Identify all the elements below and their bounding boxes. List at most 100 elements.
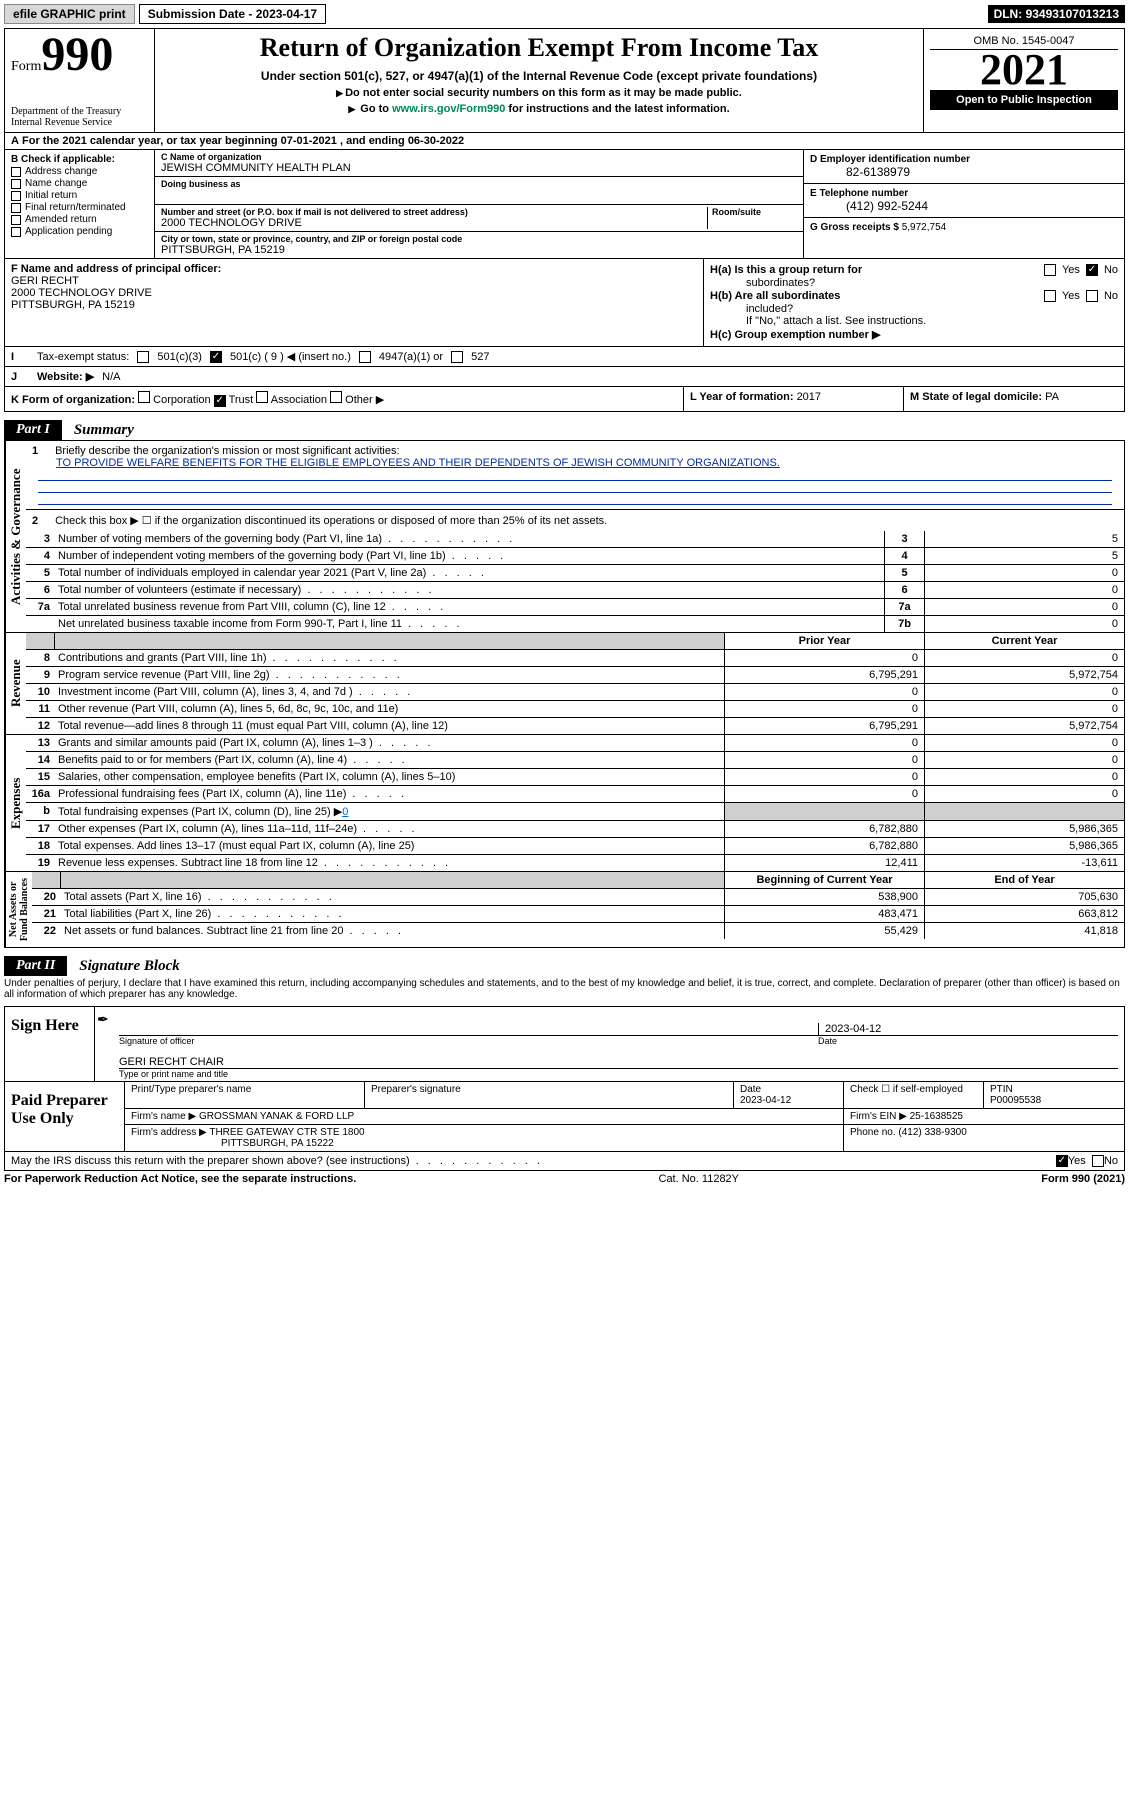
line-15-num: 15 [26, 769, 54, 785]
label-address-change: Address change [25, 166, 97, 177]
checkbox-trust[interactable]: ✓ [214, 395, 226, 407]
line-3-box: 3 [884, 531, 924, 547]
line-7b-num [26, 616, 54, 632]
dln-label: DLN: [994, 7, 1026, 21]
line-9-text: Program service revenue (Part VIII, line… [54, 667, 724, 683]
line-21-prior: 483,471 [724, 906, 924, 922]
line-10-num: 10 [26, 684, 54, 700]
street-label: Number and street (or P.O. box if mail i… [161, 207, 707, 217]
form-subtitle-1: Under section 501(c), 527, or 4947(a)(1)… [161, 69, 917, 83]
ha-label: H(a) Is this a group return for [710, 264, 862, 276]
may-yes: Yes [1068, 1155, 1086, 1167]
part-ii-tag: Part II [4, 956, 67, 976]
dln-value: 93493107013213 [1026, 7, 1119, 21]
head-current-year: Current Year [924, 633, 1124, 649]
label-trust: Trust [229, 394, 254, 406]
checkbox-ha-yes[interactable] [1044, 264, 1056, 276]
firm-ein-label: Firm's EIN ▶ [850, 1111, 907, 1122]
line-18-prior: 6,782,880 [724, 838, 924, 854]
form-title: Return of Organization Exempt From Incom… [161, 33, 917, 63]
line-16b-value[interactable]: 0 [342, 806, 348, 818]
label-initial-return: Initial return [25, 190, 77, 201]
label-other: Other ▶ [345, 394, 384, 406]
line-4-value: 5 [924, 548, 1124, 564]
checkbox-501c[interactable]: ✓ [210, 351, 222, 363]
paid-preparer-table: Print/Type preparer's name Preparer's si… [125, 1082, 1124, 1151]
line-22-text: Net assets or fund balances. Subtract li… [60, 923, 724, 939]
checkbox-name-change[interactable] [11, 179, 21, 189]
row-a-end: 06-30-2022 [408, 135, 464, 147]
checkbox-corporation[interactable] [138, 391, 150, 403]
hb-yes: Yes [1062, 290, 1080, 302]
head-end-year: End of Year [924, 872, 1124, 888]
line-16a-text: Professional fundraising fees (Part IX, … [54, 786, 724, 802]
checkbox-may-yes[interactable]: ✓ [1056, 1155, 1068, 1167]
checkbox-other[interactable] [330, 391, 342, 403]
line-21-curr: 663,812 [924, 906, 1124, 922]
m-value: PA [1045, 391, 1059, 403]
line-7a-num: 7a [26, 599, 54, 615]
line-7a-box: 7a [884, 599, 924, 615]
row-a-prefix: A [11, 135, 19, 147]
checkbox-application-pending[interactable] [11, 227, 21, 237]
part-i-title: Summary [62, 422, 134, 439]
firm-addr2-value: PITTSBURGH, PA 15222 [131, 1138, 334, 1149]
firm-addr-label: Firm's address ▶ [131, 1127, 207, 1138]
checkbox-501c3[interactable] [137, 351, 149, 363]
line-9-curr: 5,972,754 [924, 667, 1124, 683]
line-4-box: 4 [884, 548, 924, 564]
form-subtitle-3: Go to www.irs.gov/Form990 for instructio… [161, 103, 917, 115]
checkbox-final-return[interactable] [11, 203, 21, 213]
org-name-value: JEWISH COMMUNITY HEALTH PLAN [161, 162, 797, 174]
checkbox-hb-yes[interactable] [1044, 290, 1056, 302]
line-22-prior: 55,429 [724, 923, 924, 939]
checkbox-may-no[interactable] [1092, 1155, 1104, 1167]
form-word: Form [11, 59, 41, 74]
firm-name-label: Firm's name ▶ [131, 1111, 196, 1122]
line-9-prior: 6,795,291 [724, 667, 924, 683]
signature-officer-label: Signature of officer [119, 1036, 800, 1046]
line-17-num: 17 [26, 821, 54, 837]
line-12-text: Total revenue—add lines 8 through 11 (mu… [54, 718, 724, 734]
line-18-text: Total expenses. Add lines 13–17 (must eq… [54, 838, 724, 854]
line-7b-value: 0 [924, 616, 1124, 632]
line-6-value: 0 [924, 582, 1124, 598]
checkbox-527[interactable] [451, 351, 463, 363]
paid-h5: PTIN [990, 1084, 1013, 1095]
line-12-prior: 6,795,291 [724, 718, 924, 734]
line-15-text: Salaries, other compensation, employee b… [54, 769, 724, 785]
firm-addr1-value: THREE GATEWAY CTR STE 1800 [209, 1127, 364, 1138]
checkbox-hb-no[interactable] [1086, 290, 1098, 302]
checkbox-association[interactable] [256, 391, 268, 403]
checkbox-initial-return[interactable] [11, 191, 21, 201]
line-8-prior: 0 [724, 650, 924, 666]
i-letter: I [11, 351, 29, 363]
tax-year: 2021 [930, 50, 1118, 90]
paid-h3: Date [740, 1084, 761, 1095]
firm-phone-value: (412) 338-9300 [898, 1127, 966, 1138]
line-18-curr: 5,986,365 [924, 838, 1124, 854]
line-13-num: 13 [26, 735, 54, 751]
line-5-text: Total number of individuals employed in … [54, 565, 884, 581]
row-a-begin: 07-01-2021 [281, 135, 337, 147]
l-label: L Year of formation: [690, 391, 797, 403]
line-17-prior: 6,782,880 [724, 821, 924, 837]
irs-link[interactable]: www.irs.gov/Form990 [392, 103, 505, 115]
checkbox-amended-return[interactable] [11, 215, 21, 225]
line-16a-prior: 0 [724, 786, 924, 802]
line-16a-num: 16a [26, 786, 54, 802]
checkbox-4947[interactable] [359, 351, 371, 363]
col-d-ein: D Employer identification number 82-6138… [804, 150, 1124, 258]
checkbox-address-change[interactable] [11, 167, 21, 177]
may-text: May the IRS discuss this return with the… [11, 1155, 1056, 1167]
line-5-value: 0 [924, 565, 1124, 581]
form-right-cell: OMB No. 1545-0047 2021 Open to Public In… [924, 29, 1124, 132]
ein-value: 82-6138979 [810, 165, 1118, 179]
checkbox-ha-no[interactable]: ✓ [1086, 264, 1098, 276]
sign-here-field: ✒2023-04-12 Signature of officerDate ✒GE… [95, 1007, 1124, 1081]
j-letter: J [11, 371, 29, 383]
ha-no: No [1104, 264, 1118, 276]
line-11-text: Other revenue (Part VIII, column (A), li… [54, 701, 724, 717]
row-a-tax-year: A For the 2021 calendar year, or tax yea… [4, 133, 1125, 150]
efile-print-button[interactable]: efile GRAPHIC print [4, 4, 135, 24]
